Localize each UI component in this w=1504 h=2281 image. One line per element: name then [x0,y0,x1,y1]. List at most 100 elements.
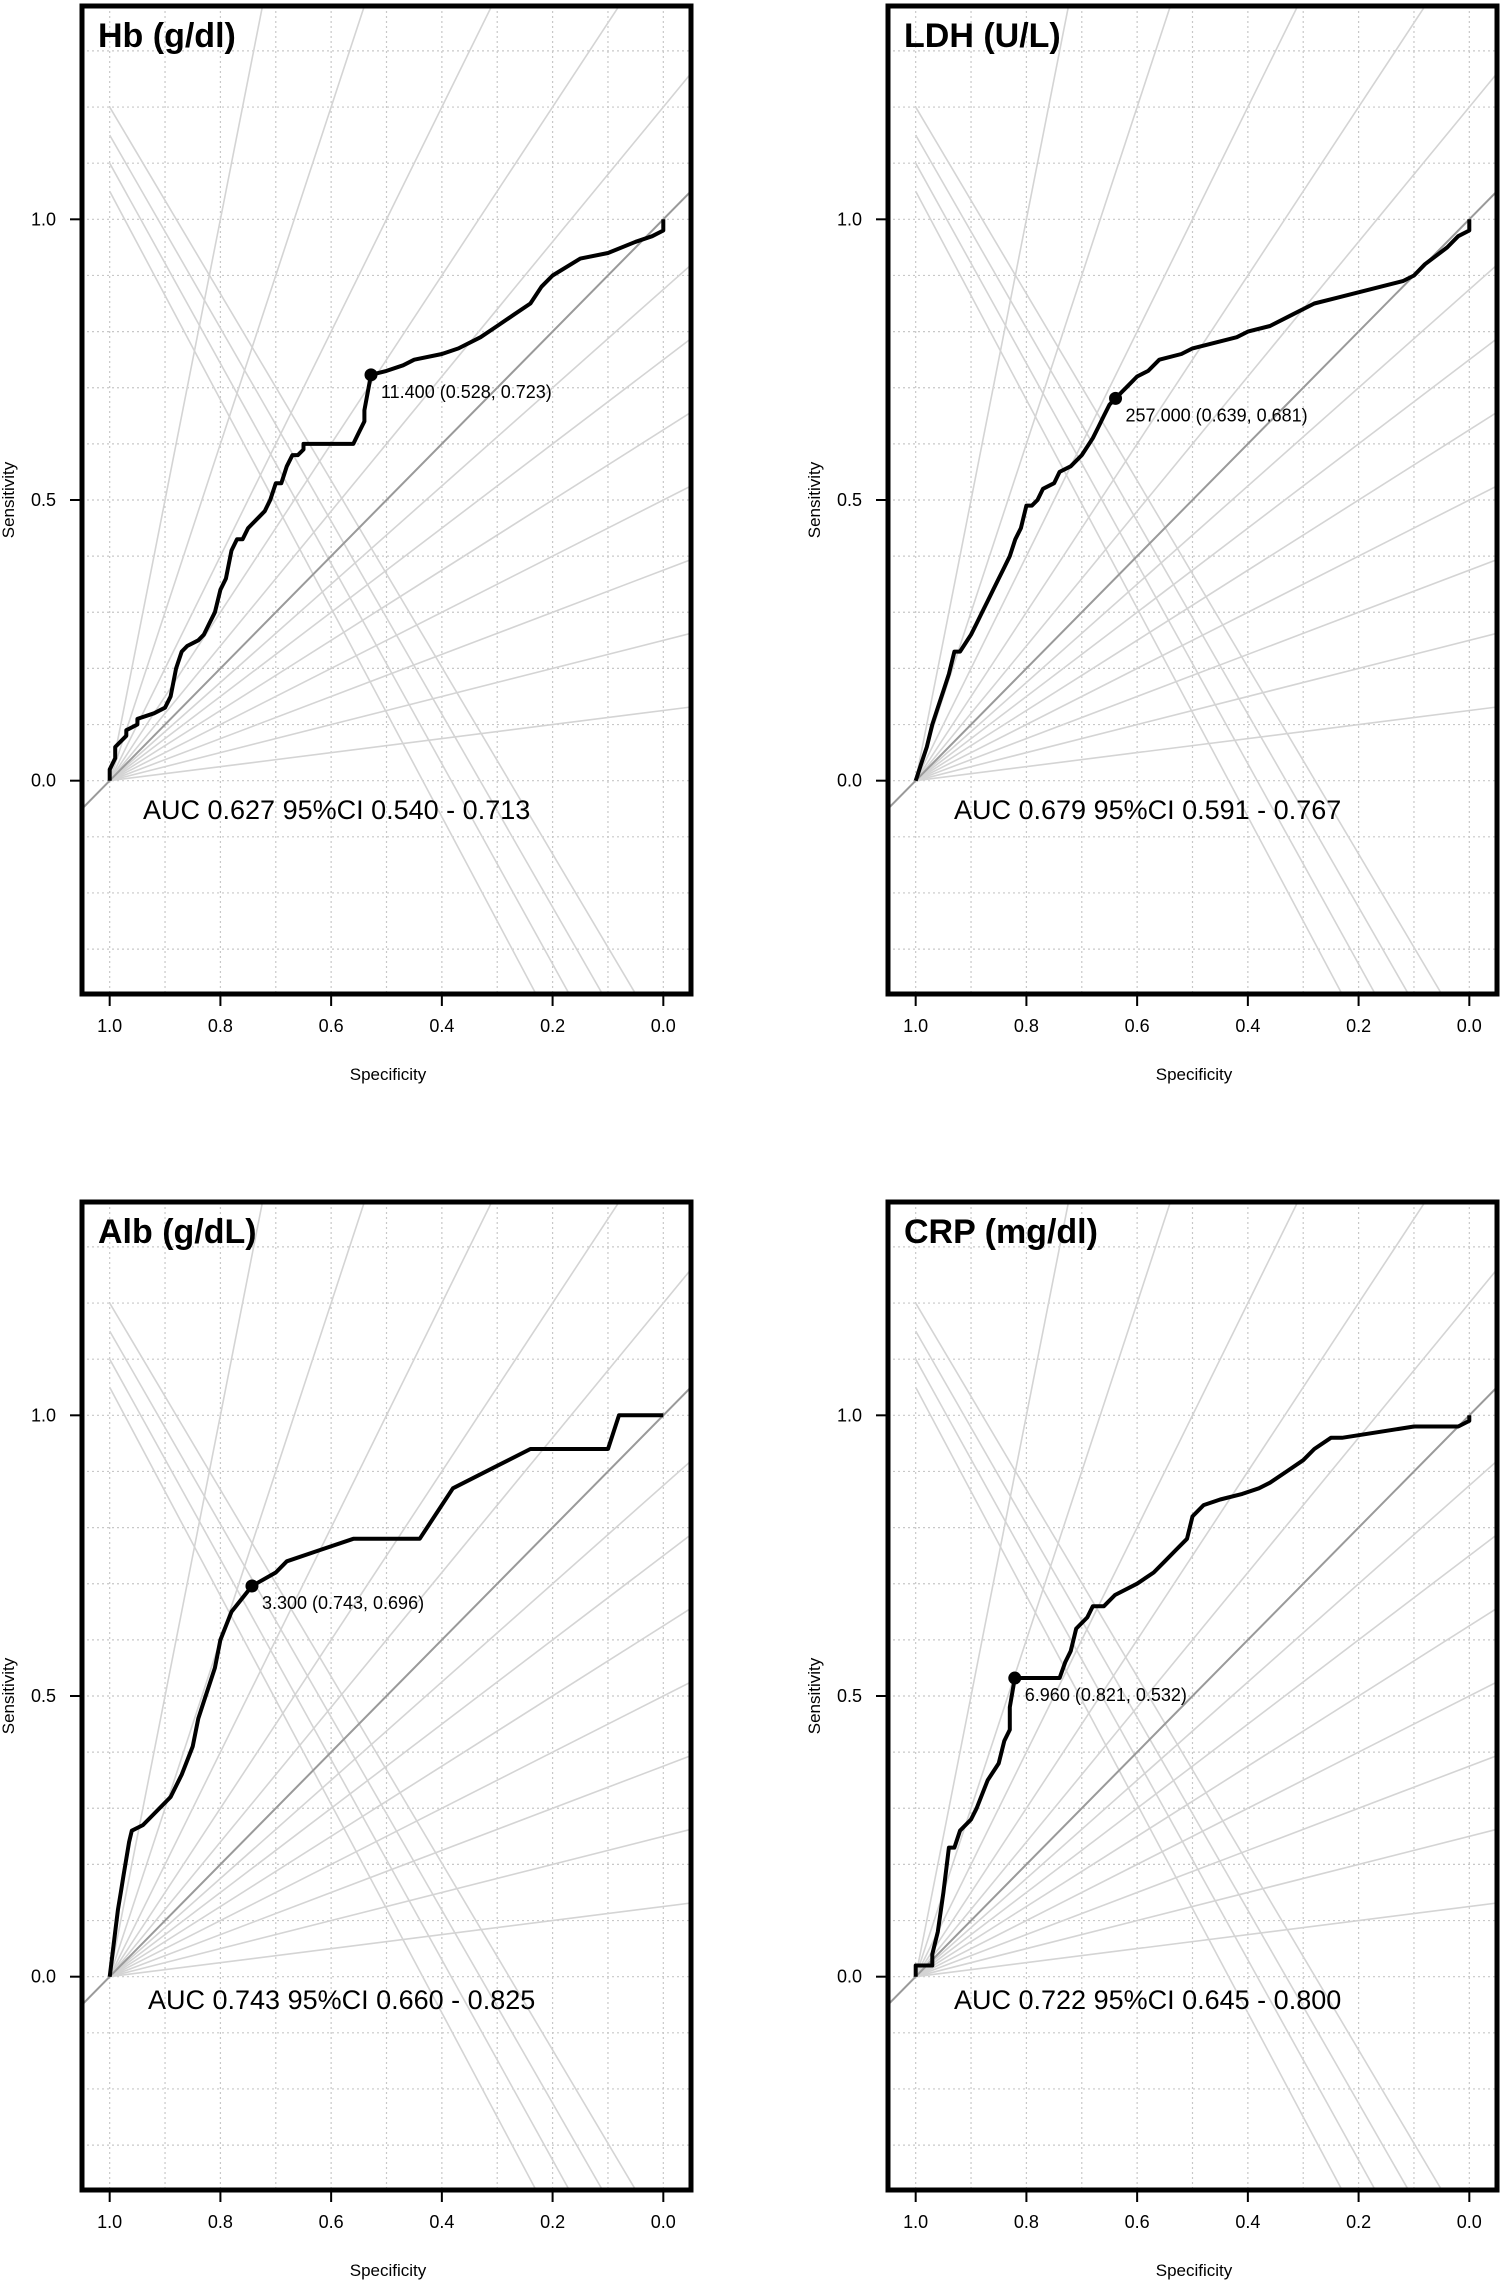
iso-line [109,1828,691,1978]
iso-line [108,1302,637,2190]
iso-line [109,1902,691,1978]
x-tick-label: 1.0 [903,2212,928,2232]
y-tick-label: 0.0 [837,1967,862,1987]
iso-line [914,1358,1376,2190]
iso-line [109,706,691,782]
x-tick-label: 0.0 [1457,2212,1482,2232]
x-tick-label: 0.0 [1457,1016,1482,1036]
iso-line [109,1460,691,1978]
iso-line [915,706,1497,782]
plot-layer: 1.0 0.8 0.6 0.4 0.2 0.0 0.0 0.5 1.0 [31,3,694,1036]
iso-line [109,485,691,782]
iso-line [109,264,691,782]
iso-line [914,1386,1343,2190]
iso-line [109,632,691,782]
threshold-point [245,1579,259,1593]
x-tick-label: 0.2 [1346,2212,1371,2232]
y-axis-label: Sensitivity [0,1657,18,1734]
x-tick-label: 0.6 [1125,1016,1150,1036]
threshold-label: 257.000 (0.639, 0.681) [1126,405,1308,425]
iso-line [914,190,1343,994]
iso-line [915,558,1497,782]
iso-line [915,72,1497,782]
iso-line [915,1902,1497,1978]
plot-layer: 1.0 0.8 0.6 0.4 0.2 0.0 0.0 0.5 1.0 [837,3,1500,1036]
iso-line [108,1202,366,1977]
iso-line [915,485,1497,782]
y-tick-label: 1.0 [837,209,862,229]
iso-line [108,1358,570,2190]
auc-annotation: AUC 0.679 95%CI 0.591 - 0.767 [954,795,1341,825]
x-axis-label: Specificity [350,2261,427,2280]
roc-curve [913,1415,1472,1977]
y-tick-label: 0.0 [31,1967,56,1987]
iso-line [914,6,1299,782]
iso-line [108,162,570,994]
plot-area [888,6,1497,994]
y-axis-label: Sensitivity [0,461,18,538]
x-tick-label: 0.6 [319,2212,344,2232]
chance-diagonal [82,1386,691,2006]
iso-line [108,1386,537,2190]
auc-annotation: AUC 0.743 95%CI 0.660 - 0.825 [148,1985,535,2015]
threshold-point [364,368,378,382]
chart-title: Alb (g/dL) [98,1213,257,1251]
y-tick-label: 0.5 [837,490,862,510]
y-tick-label: 1.0 [31,1405,56,1425]
x-tick-label: 0.4 [429,1016,454,1036]
chance-diagonal [888,190,1497,810]
threshold-point [1008,1671,1022,1685]
x-tick-label: 0.4 [1235,2212,1260,2232]
iso-line [108,6,366,781]
y-axis-label: Sensitivity [805,461,824,538]
roc-curve [107,1413,664,1977]
x-tick-label: 0.0 [651,1016,676,1036]
iso-line [914,1302,1443,2190]
threshold-point [1109,391,1123,405]
iso-line [915,1681,1497,1978]
x-tick-label: 0.6 [319,1016,344,1036]
plot-area [82,1202,691,2190]
x-tick-label: 1.0 [97,1016,122,1036]
threshold-label: 11.400 (0.528, 0.723) [381,382,552,402]
iso-line [108,6,493,782]
iso-line [914,1202,1299,1978]
y-tick-label: 0.5 [31,490,56,510]
chance-diagonal [888,1386,1497,2006]
x-tick-label: 0.4 [429,2212,454,2232]
y-tick-label: 0.0 [31,771,56,791]
iso-line [109,558,691,782]
auc-annotation: AUC 0.722 95%CI 0.645 - 0.800 [954,1985,1341,2015]
iso-line [914,1202,1070,1977]
y-tick-label: 1.0 [31,209,56,229]
iso-line [108,6,264,781]
iso-line [914,106,1443,994]
y-tick-label: 0.5 [31,1686,56,1706]
iso-line [109,1754,691,1978]
iso-line [914,162,1376,994]
iso-line [108,1202,493,1978]
y-tick-label: 0.0 [837,771,862,791]
threshold-label: 3.300 (0.743, 0.696) [262,1593,424,1613]
iso-line [915,1202,1426,1978]
plot-layer: 1.0 0.8 0.6 0.4 0.2 0.0 0.0 0.5 1.0 [837,1199,1500,2232]
roc-panel-hb: 1.0 0.8 0.6 0.4 0.2 0.0 0.0 0.5 1.0 Hb (g/dl) Sen… [0,3,694,1084]
roc-curve [913,219,1472,782]
iso-line [915,1460,1497,1978]
plot-area [82,6,691,994]
iso-line [915,6,1426,782]
y-tick-label: 1.0 [837,1405,862,1425]
y-tick-label: 0.5 [837,1686,862,1706]
roc-panel-alb: 1.0 0.8 0.6 0.4 0.2 0.0 0.0 0.5 1.0 Alb (g/dL) Se… [0,1199,694,2280]
iso-line [109,337,691,782]
auc-annotation: AUC 0.627 95%CI 0.540 - 0.713 [143,795,530,825]
x-axis-label: Specificity [350,1065,427,1084]
x-axis-label: Specificity [1156,1065,1233,1084]
x-tick-label: 0.8 [208,1016,233,1036]
x-tick-label: 0.8 [208,2212,233,2232]
iso-line [108,134,604,994]
x-tick-label: 0.2 [540,2212,565,2232]
iso-line [915,264,1497,782]
iso-line [915,337,1497,782]
